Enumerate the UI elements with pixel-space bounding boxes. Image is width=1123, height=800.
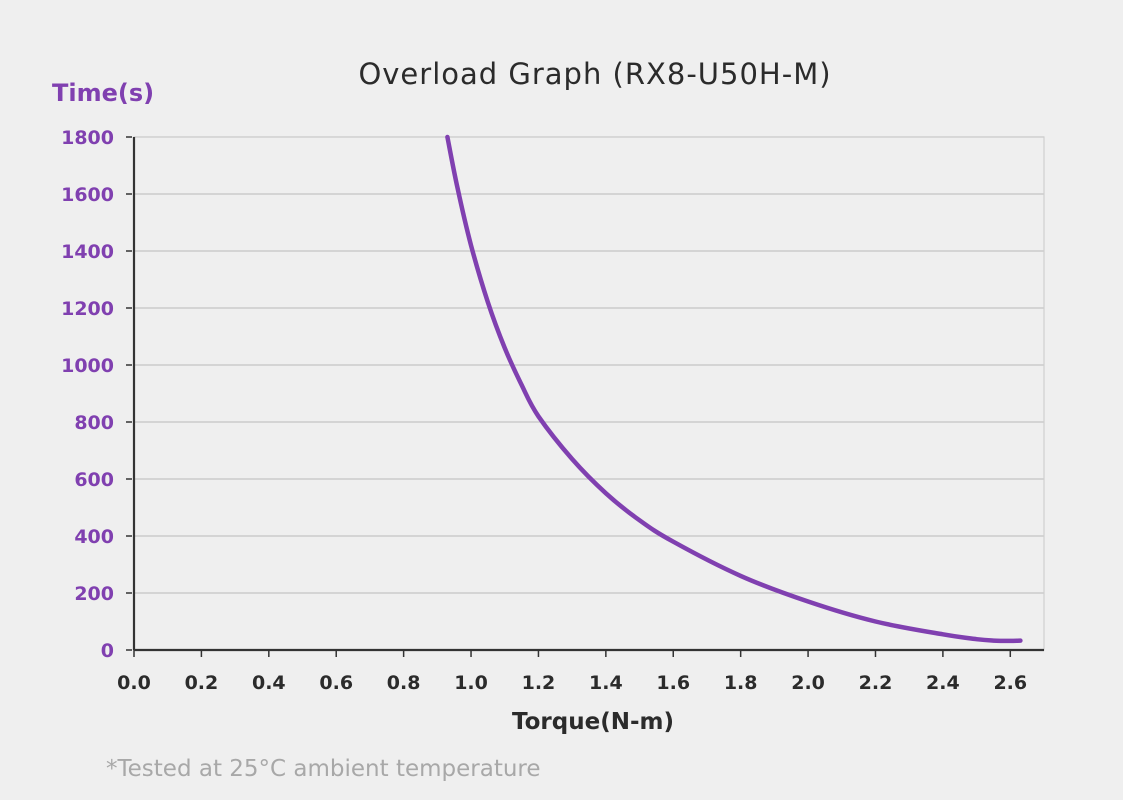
x-axis-label: Torque(N-m) <box>512 709 674 735</box>
x-tick-label-1: 0.2 <box>185 672 219 694</box>
x-tick-label-2: 0.4 <box>252 672 286 694</box>
x-tick-label-10: 2.0 <box>791 672 825 694</box>
grid-layer <box>134 136 1044 594</box>
axis-layer <box>132 137 1044 652</box>
x-tick-label-3: 0.6 <box>319 672 353 694</box>
y-tick-label-4: 800 <box>74 412 114 434</box>
footnote: *Tested at 25°C ambient temperature <box>106 756 541 782</box>
series-layer <box>445 134 1023 644</box>
x-tick-label-12: 2.4 <box>926 672 960 694</box>
y-axis-label: Time(s) <box>52 79 154 107</box>
chart-title: Overload Graph (RX8-U50H-M) <box>358 57 831 91</box>
y-tick-label-7: 1400 <box>61 241 114 263</box>
x-tick-label-9: 1.8 <box>724 672 758 694</box>
x-tick-label-8: 1.6 <box>656 672 690 694</box>
y-tick-label-8: 1600 <box>61 184 114 206</box>
y-tick-label-9: 1800 <box>61 127 114 149</box>
y-tick-label-6: 1200 <box>61 298 114 320</box>
x-tick-label-7: 1.4 <box>589 672 623 694</box>
plot-frame <box>133 136 1045 651</box>
y-tick-label-5: 1000 <box>61 355 114 377</box>
y-tick-label-0: 0 <box>101 640 114 662</box>
y-tick-label-1: 200 <box>74 583 114 605</box>
x-tick-label-6: 1.2 <box>522 672 556 694</box>
x-tick-label-4: 0.8 <box>387 672 421 694</box>
tick-layer: 0 200 400 600 800 1000 1200 1400 1600 1800 0.0 0.2 0… <box>61 127 1027 694</box>
x-tick-label-11: 2.2 <box>859 672 893 694</box>
y-tick-label-3: 600 <box>74 469 114 491</box>
y-tick-label-2: 400 <box>74 526 114 548</box>
x-tick-label-13: 2.6 <box>993 672 1027 694</box>
x-tick-label-0: 0.0 <box>117 672 151 694</box>
x-tick-label-5: 1.0 <box>454 672 488 694</box>
series-line-0 <box>445 134 1023 644</box>
